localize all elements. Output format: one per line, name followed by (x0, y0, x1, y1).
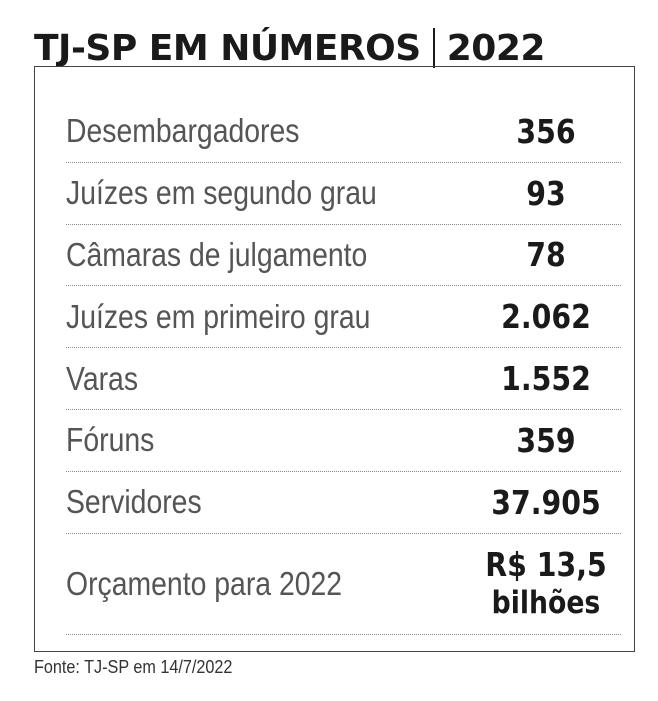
row-label: Desembargadores (66, 112, 300, 150)
table-row: Juízes em primeiro grau 2.062 (66, 286, 621, 349)
title-main: TJ-SP EM NÚMEROS (34, 27, 421, 69)
table-row: Fóruns 359 (66, 410, 621, 472)
budget-amount: R$ 13,5 (485, 544, 607, 584)
row-value: 78 (526, 235, 566, 275)
row-label: Câmaras de julgamento (66, 235, 368, 273)
row-label: Varas (66, 359, 139, 397)
row-value: R$ 13,5 bilhões (482, 544, 611, 622)
budget-unit: bilhões (491, 584, 601, 621)
infographic-title: TJ-SP EM NÚMEROS 2022 (34, 26, 545, 70)
table-row: Orçamento para 2022 R$ 13,5 bilhões (66, 534, 621, 635)
title-separator (432, 28, 435, 68)
table-row: Juízes em segundo grau 93 (66, 163, 621, 225)
row-value: 93 (526, 173, 566, 213)
row-label: Orçamento para 2022 (66, 564, 343, 602)
table-row: Desembargadores 356 (66, 101, 621, 163)
table-row: Varas 1.552 (66, 348, 621, 410)
row-value: 2.062 (501, 297, 591, 337)
row-value: 359 (516, 420, 576, 460)
row-label: Fóruns (66, 421, 155, 459)
stats-table: Desembargadores 356 Juízes em segundo gr… (66, 101, 621, 635)
table-row: Servidores 37.905 (66, 472, 621, 534)
row-value: 356 (516, 111, 576, 151)
row-value: 37.905 (491, 482, 601, 522)
data-box (34, 66, 635, 652)
row-label: Juízes em primeiro grau (66, 297, 371, 335)
row-label: Servidores (66, 483, 202, 521)
source-note: Fonte: TJ-SP em 14/7/2022 (34, 657, 233, 677)
row-value: 1.552 (501, 359, 591, 399)
table-row: Câmaras de julgamento 78 (66, 225, 621, 287)
title-year: 2022 (446, 27, 546, 69)
row-label: Juízes em segundo grau (66, 174, 377, 212)
